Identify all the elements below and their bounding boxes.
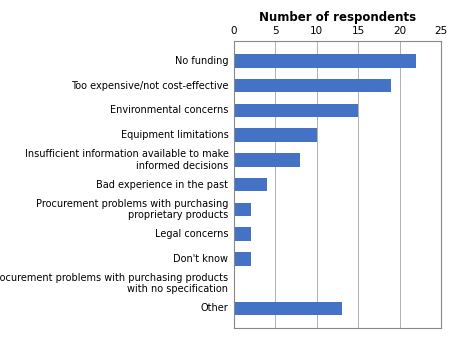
Bar xyxy=(234,54,416,68)
Bar xyxy=(234,128,317,142)
Bar xyxy=(234,302,342,315)
Bar xyxy=(234,178,267,192)
Bar xyxy=(234,79,392,92)
Bar xyxy=(234,202,251,216)
Bar xyxy=(234,227,251,241)
X-axis label: Number of respondents: Number of respondents xyxy=(259,11,416,24)
Bar xyxy=(234,252,251,266)
Bar xyxy=(234,104,358,117)
Bar xyxy=(234,153,300,167)
